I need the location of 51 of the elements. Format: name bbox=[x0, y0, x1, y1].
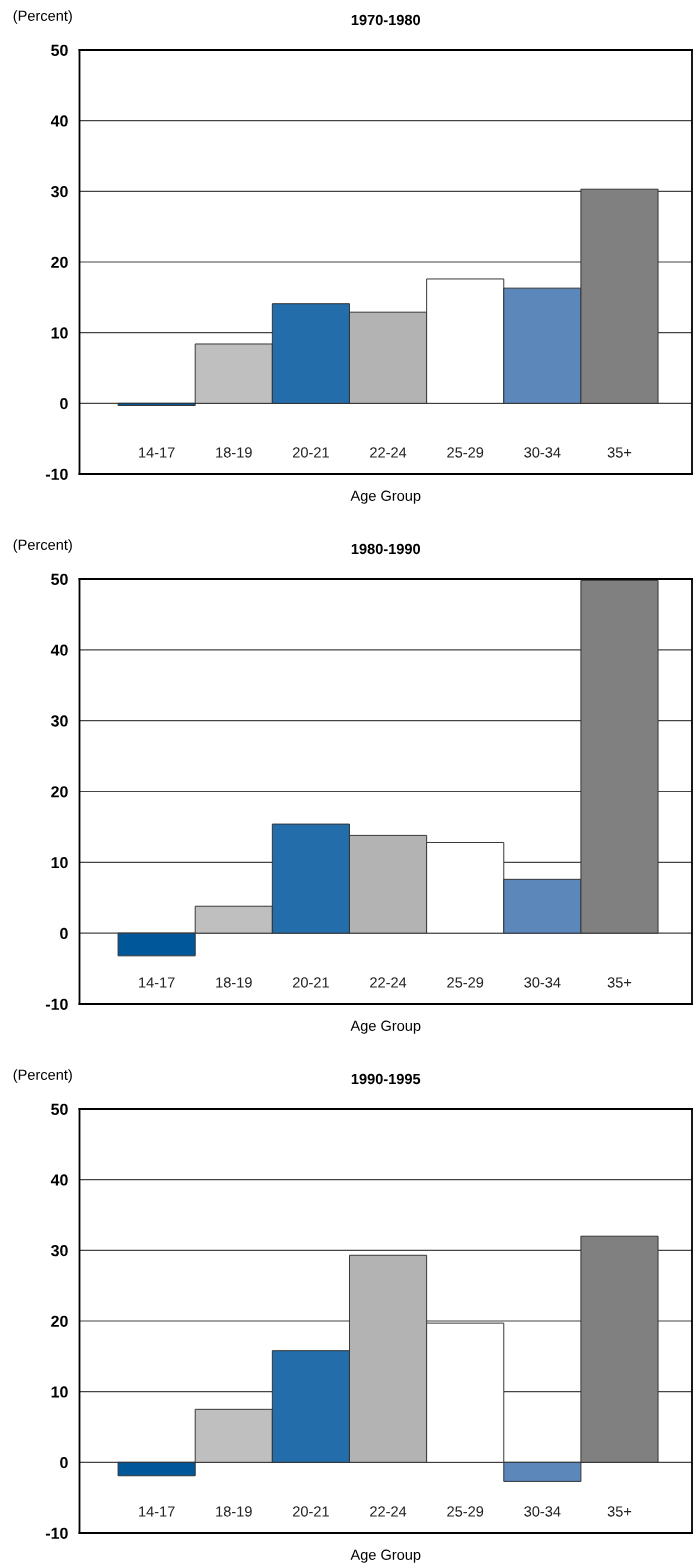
x-axis-title: Age Group bbox=[350, 490, 421, 504]
y-axis-title: (Percent) bbox=[13, 539, 72, 553]
y-tick-label: 10 bbox=[51, 856, 68, 869]
x-axis-title: Age Group bbox=[350, 1020, 421, 1034]
x-tick-label: 22-24 bbox=[370, 1506, 407, 1517]
y-tick-label: -10 bbox=[45, 1527, 68, 1539]
x-tick-label: 30-34 bbox=[524, 977, 561, 988]
x-tick-label: 20-21 bbox=[293, 1506, 329, 1517]
y-tick-label: 40 bbox=[50, 115, 68, 127]
x-tick-label: 18-19 bbox=[216, 1506, 252, 1517]
chart-title: 1970-1980 bbox=[351, 14, 421, 26]
y-tick-label: -10 bbox=[45, 468, 68, 480]
y-tick-label: 30 bbox=[50, 1244, 68, 1257]
x-tick-label: 18-19 bbox=[216, 447, 252, 458]
x-tick-label: 22-24 bbox=[370, 447, 407, 458]
x-axis-title: Age Group bbox=[350, 1549, 421, 1563]
y-axis-title: (Percent) bbox=[13, 10, 72, 24]
x-tick-label: 25-29 bbox=[447, 977, 484, 988]
y-tick-label: 10 bbox=[51, 1386, 68, 1398]
x-tick-label: 30-34 bbox=[524, 447, 561, 458]
y-tick-label: -10 bbox=[45, 998, 68, 1010]
y-axis-title: (Percent) bbox=[13, 1069, 72, 1083]
x-tick-label: 25-29 bbox=[447, 1506, 484, 1517]
x-tick-label: 14-17 bbox=[139, 977, 175, 988]
x-tick-label: 20-21 bbox=[293, 977, 329, 988]
y-tick-label: 0 bbox=[60, 927, 68, 940]
x-tick-label: 35+ bbox=[607, 447, 632, 458]
x-tick-label: 22-24 bbox=[370, 977, 407, 988]
y-tick-label: 50 bbox=[51, 44, 68, 56]
y-tick-label: 30 bbox=[50, 715, 68, 727]
chart-title: 1990-1995 bbox=[351, 1073, 421, 1085]
y-tick-label: 10 bbox=[51, 327, 68, 339]
y-tick-label: 0 bbox=[60, 1456, 68, 1469]
x-tick-label: 20-21 bbox=[293, 447, 329, 458]
y-tick-label: 50 bbox=[51, 573, 68, 585]
y-tick-label: 20 bbox=[51, 256, 68, 268]
y-tick-label: 50 bbox=[51, 1103, 68, 1115]
x-tick-label: 18-19 bbox=[216, 977, 252, 988]
y-tick-label: 20 bbox=[51, 1315, 68, 1327]
y-tick-label: 40 bbox=[50, 644, 68, 656]
x-tick-label: 14-17 bbox=[139, 1506, 175, 1517]
chart-title: 1980-1990 bbox=[351, 543, 421, 555]
y-tick-label: 0 bbox=[60, 397, 68, 410]
y-tick-label: 30 bbox=[50, 185, 68, 198]
y-tick-label: 20 bbox=[51, 786, 68, 798]
x-tick-label: 35+ bbox=[607, 977, 632, 988]
x-tick-label: 35+ bbox=[607, 1506, 632, 1517]
x-tick-label: 25-29 bbox=[447, 447, 484, 458]
x-tick-label: 30-34 bbox=[524, 1506, 561, 1517]
y-tick-label: 40 bbox=[50, 1174, 68, 1186]
x-tick-label: 14-17 bbox=[139, 447, 175, 458]
